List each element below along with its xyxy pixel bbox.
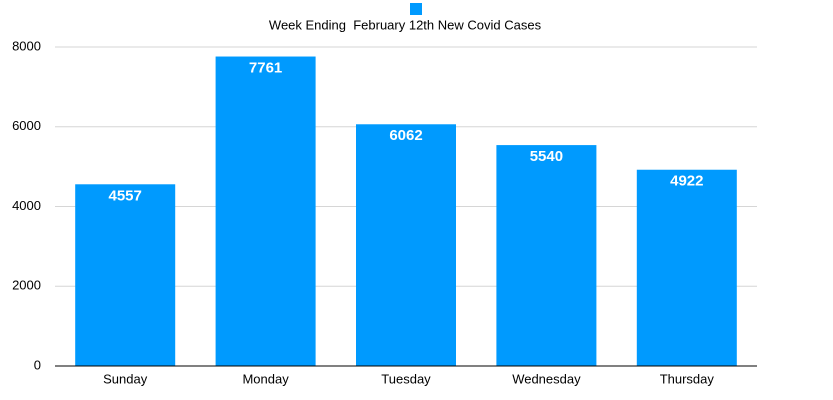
x-tick-label: Tuesday [381, 371, 431, 386]
bar [356, 124, 456, 367]
y-tick-label: 8000 [12, 38, 41, 53]
x-tick-label: Sunday [103, 371, 148, 386]
data-label: 4557 [109, 187, 142, 204]
data-label: 4922 [670, 173, 703, 190]
legend-swatch [410, 3, 422, 15]
legend-label: Week Ending February 12th New Covid Case… [269, 17, 542, 32]
x-tick-label: Wednesday [512, 371, 581, 386]
y-tick-label: 0 [34, 357, 41, 372]
bar [215, 56, 316, 367]
data-label: 7761 [249, 59, 282, 76]
x-tick-label: Thursday [660, 371, 715, 386]
data-label: 5540 [530, 148, 563, 165]
y-tick-label: 4000 [12, 198, 41, 213]
y-tick-label: 2000 [12, 278, 41, 293]
bar [75, 184, 176, 366]
bar [496, 145, 597, 366]
x-tick-label: Monday [242, 371, 289, 386]
bar [636, 169, 737, 366]
data-label: 6062 [389, 127, 422, 144]
y-tick-label: 6000 [12, 118, 41, 133]
